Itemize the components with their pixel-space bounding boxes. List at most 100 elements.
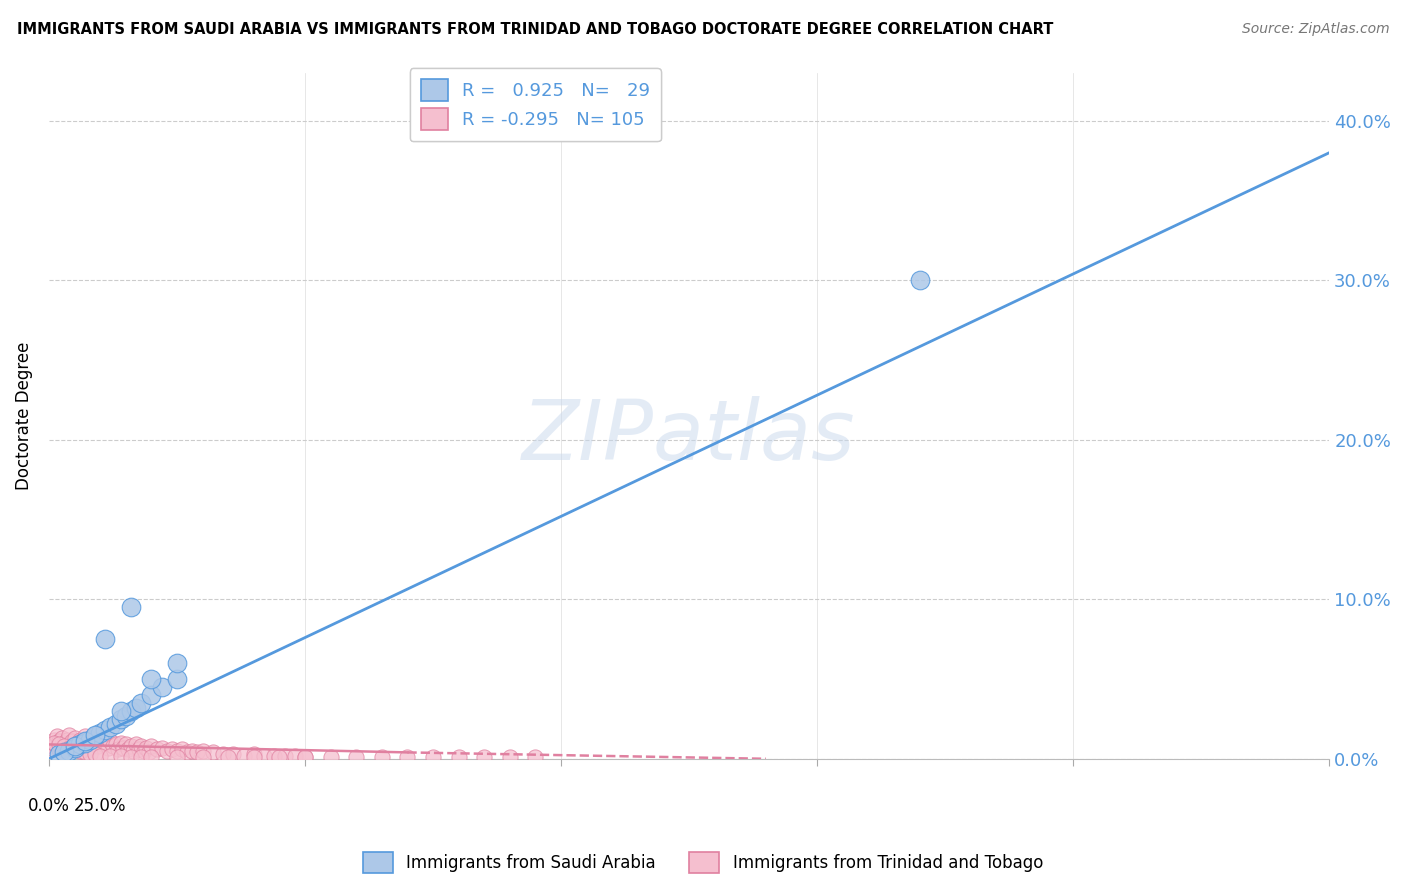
Point	[141, 750, 163, 764]
Point	[160, 742, 183, 756]
Point	[58, 740, 80, 755]
Point	[69, 744, 91, 758]
Point	[212, 747, 235, 761]
Point	[499, 750, 522, 764]
Point	[114, 708, 136, 723]
Point	[120, 750, 142, 764]
Point	[69, 732, 91, 747]
Point	[97, 740, 120, 755]
Point	[166, 750, 188, 764]
Point	[263, 748, 285, 763]
Point	[56, 732, 79, 747]
Point	[51, 731, 73, 745]
Point	[44, 738, 66, 752]
Point	[186, 746, 208, 760]
Point	[150, 680, 173, 694]
Point	[63, 731, 86, 745]
Point	[166, 672, 188, 686]
Point	[63, 739, 86, 753]
Point	[112, 740, 135, 755]
Point	[104, 738, 127, 752]
Point	[243, 750, 266, 764]
Point	[65, 742, 87, 756]
Point	[72, 734, 94, 748]
Point	[100, 748, 122, 763]
Point	[66, 736, 89, 750]
Point	[117, 742, 139, 756]
Point	[908, 273, 931, 287]
Point	[84, 730, 107, 744]
Point	[63, 742, 86, 756]
Point	[60, 734, 83, 748]
Point	[91, 738, 114, 752]
Point	[48, 734, 70, 748]
Point	[114, 738, 136, 752]
Point	[58, 744, 80, 758]
Point	[110, 748, 132, 763]
Point	[176, 746, 198, 760]
Point	[84, 734, 107, 748]
Point	[79, 731, 101, 745]
Point	[48, 738, 70, 752]
Point	[524, 750, 547, 764]
Point	[166, 656, 188, 670]
Point	[284, 748, 307, 763]
Point	[73, 736, 96, 750]
Point	[141, 739, 163, 753]
Point	[63, 740, 86, 755]
Point	[232, 748, 254, 763]
Point	[191, 750, 214, 764]
Point	[79, 732, 101, 747]
Point	[201, 746, 224, 760]
Point	[138, 746, 160, 760]
Point	[422, 750, 444, 764]
Point	[94, 632, 117, 647]
Point	[150, 740, 173, 755]
Point	[89, 748, 111, 763]
Point	[104, 716, 127, 731]
Point	[73, 746, 96, 760]
Point	[217, 750, 239, 764]
Point	[53, 746, 76, 760]
Point	[53, 736, 76, 750]
Point	[76, 736, 98, 750]
Point	[84, 728, 107, 742]
Point	[69, 738, 91, 752]
Y-axis label: Doctorate Degree: Doctorate Degree	[15, 342, 32, 490]
Point	[294, 750, 316, 764]
Point	[94, 723, 117, 737]
Point	[145, 742, 167, 756]
Point	[181, 744, 204, 758]
Point	[344, 750, 367, 764]
Point	[86, 739, 108, 753]
Point	[79, 747, 101, 761]
Point	[55, 742, 77, 756]
Point	[77, 740, 100, 755]
Point	[46, 740, 69, 755]
Point	[67, 740, 90, 755]
Point	[120, 739, 142, 753]
Point	[132, 744, 155, 758]
Point	[122, 744, 145, 758]
Point	[396, 750, 419, 764]
Point	[41, 739, 63, 753]
Point	[101, 739, 124, 753]
Point	[49, 744, 72, 758]
Point	[58, 728, 80, 742]
Point	[82, 736, 104, 750]
Point	[472, 750, 495, 764]
Point	[42, 736, 65, 750]
Point	[191, 744, 214, 758]
Point	[120, 704, 142, 718]
Text: 0.0%: 0.0%	[28, 797, 70, 814]
Point	[73, 734, 96, 748]
Point	[73, 739, 96, 753]
Point	[59, 740, 82, 755]
Text: 25.0%: 25.0%	[75, 797, 127, 814]
Point	[125, 700, 148, 714]
Point	[269, 750, 291, 764]
Legend: R =   0.925   N=   29, R = -0.295   N= 105: R = 0.925 N= 29, R = -0.295 N= 105	[411, 69, 661, 141]
Point	[53, 739, 76, 753]
Point	[110, 704, 132, 718]
Point	[253, 748, 276, 763]
